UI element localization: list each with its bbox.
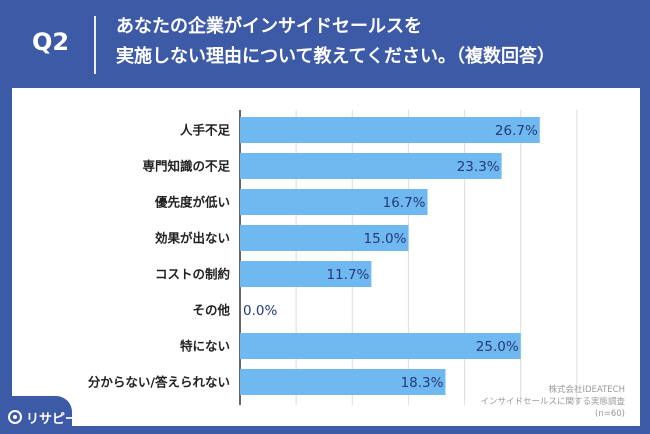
category-label: 分からない/答えられない [88,375,230,390]
value-label: 15.0% [364,231,407,247]
source-company: 株式会社IDEATECH [548,385,625,395]
category-label: 人手不足 [180,123,231,138]
logo-circle-icon [8,410,22,424]
category-label: コストの制約 [155,267,230,282]
header-divider [94,16,96,74]
value-label: 0.0% [243,303,277,319]
bar [240,153,502,179]
value-label: 18.3% [401,375,444,391]
bar [240,189,428,215]
category-label: その他 [192,303,230,318]
category-label: 優先度が低い [154,195,230,210]
question-number: Q2 [32,28,70,56]
bar [240,333,521,359]
source-note: 株式会社IDEATECH インサイドセールスに関する実態調査 (n=60) [405,384,625,420]
sample-size: (n=60) [595,409,625,419]
question-line-2: 実施しない理由について教えてください。（複数回答） [116,46,556,67]
category-label: 専門知識の不足 [142,159,230,174]
bar [240,225,409,251]
source-survey: インサイドセールスに関する実態調査 [480,397,625,407]
question-line-1: あなたの企業がインサイドセールスを [116,16,422,37]
category-label: 特にない [180,339,230,354]
bar [240,369,446,395]
value-label: 23.3% [457,159,500,175]
value-label: 11.7% [326,267,369,283]
logo-text: リサピー [26,411,79,427]
value-label: 25.0% [476,339,519,355]
category-label: 効果が出ない [155,231,230,246]
value-label: 16.7% [383,195,426,211]
value-label: 26.7% [495,123,538,139]
bar [240,117,540,143]
bar [240,261,372,287]
brand-logo: リサピー [8,402,118,432]
header: Q2 あなたの企業がインサイドセールスを 実施しない理由について教えてください。… [0,0,650,88]
question-text: あなたの企業がインサイドセールスを 実施しない理由について教えてください。（複数… [116,12,555,72]
